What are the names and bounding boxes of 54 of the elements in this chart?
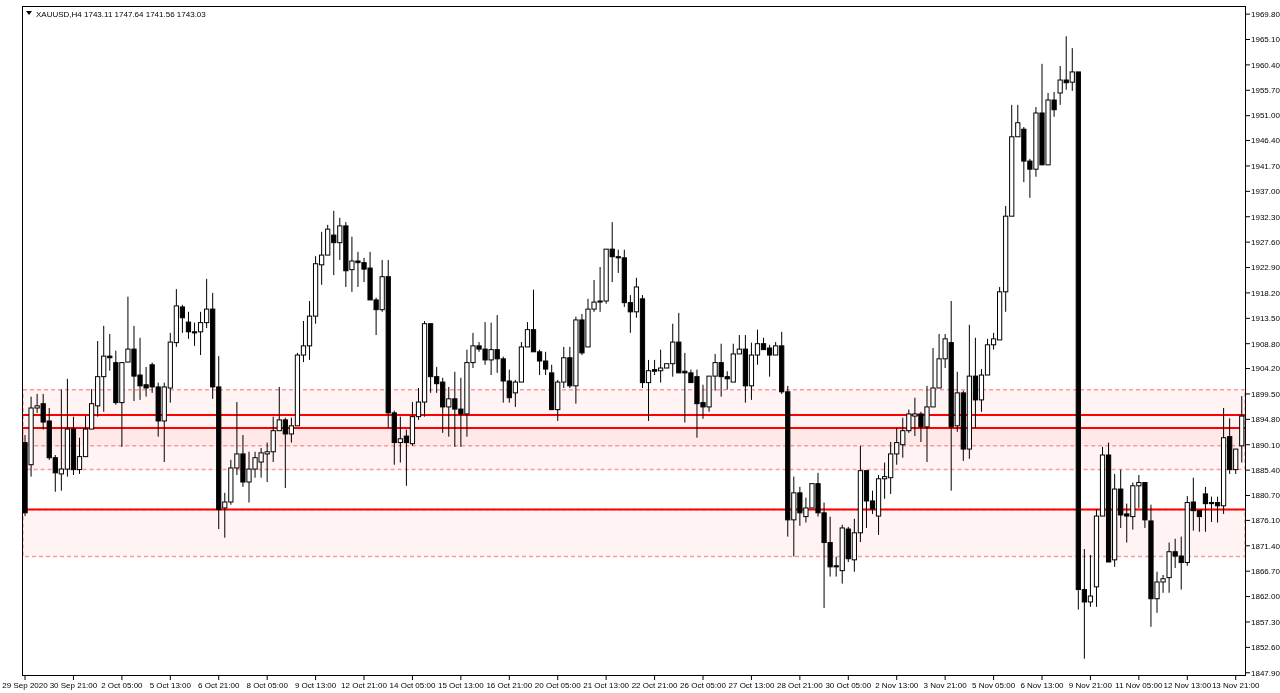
y-tick-label: 1922.90 (1251, 263, 1280, 273)
y-tick-label: 1965.10 (1251, 35, 1280, 45)
y-tick-label: 1899.50 (1251, 389, 1280, 399)
x-tick-label: 26 Oct 05:00 (680, 681, 727, 690)
y-tick-label: 1847.90 (1251, 668, 1280, 678)
y-tick-label: 1960.40 (1251, 60, 1280, 70)
y-tick-label: 1913.50 (1251, 314, 1280, 324)
y-tick-label: 1908.80 (1251, 339, 1280, 349)
y-tick-label: 1857.30 (1251, 617, 1280, 627)
y-tick-label: 1941.70 (1251, 161, 1280, 171)
x-tick-label: 29 Sep 2020 (2, 681, 49, 690)
x-tick-label: 12 Nov 13:00 (1163, 681, 1212, 690)
x-tick-label: 9 Oct 13:00 (294, 681, 337, 690)
y-tick-label: 1876.10 (1251, 516, 1280, 526)
y-tick-label: 1969.80 (1251, 9, 1280, 19)
x-tick-label: 11 Nov 05:00 (1115, 681, 1163, 690)
x-tick-label: 21 Oct 13:00 (583, 681, 630, 690)
x-tick-label: 3 Nov 21:00 (923, 681, 968, 690)
x-tick-label: 8 Oct 05:00 (246, 681, 289, 690)
y-tick-label: 1890.10 (1251, 440, 1280, 450)
text: XAUUSD,H4 1743.11 1747.64 1741.56 1743.03 (36, 10, 207, 19)
y-tick-label: 1894.80 (1251, 415, 1280, 425)
x-tick-label: 5 Nov 05:00 (972, 681, 1016, 690)
x-tick-label: 12 Oct 21:00 (341, 681, 388, 690)
x-tick-label: 15 Oct 13:00 (437, 681, 485, 690)
x-tick-label: 28 Oct 21:00 (776, 681, 824, 690)
y-tick-label: 1937.00 (1251, 187, 1280, 197)
y-tick-label: 1927.60 (1251, 237, 1280, 247)
x-tick-label: 9 Nov 21:00 (1068, 681, 1113, 690)
x-tick-label: 6 Oct 21:00 (198, 681, 240, 690)
x-tick-label: 30 Sep 21:00 (49, 681, 98, 690)
y-tick-label: 1862.00 (1251, 592, 1280, 602)
y-tick-label: 1885.40 (1251, 465, 1280, 475)
x-tick-label: 20 Oct 05:00 (534, 681, 582, 690)
y-tick-label: 1946.40 (1251, 136, 1280, 146)
x-tick-label: 6 Nov 13:00 (1020, 681, 1065, 690)
x-tick-label: 2 Nov 13:00 (875, 681, 919, 690)
x-tick-label: 16 Oct 21:00 (486, 681, 533, 690)
x-tick-label: 30 Oct 05:00 (825, 681, 872, 690)
y-tick-label: 1918.20 (1251, 288, 1280, 298)
y-tick-label: 1955.70 (1251, 86, 1280, 96)
y-tick-label: 1871.40 (1251, 541, 1280, 551)
y-tick-label: 1932.30 (1251, 212, 1280, 222)
y-tick-label: 1880.70 (1251, 491, 1280, 501)
x-tick-label: 2 Oct 05:00 (101, 681, 144, 690)
x-tick-label: 14 Oct 05:00 (389, 681, 436, 690)
x-tick-label: 13 Nov 21:00 (1211, 681, 1261, 690)
x-tick-label: 5 Oct 13:00 (149, 681, 192, 690)
y-tick-label: 1951.00 (1251, 111, 1280, 121)
x-tick-label: 27 Oct 13:00 (728, 681, 775, 690)
y-tick-label: 1852.60 (1251, 643, 1280, 653)
y-tick-label: 1866.70 (1251, 566, 1280, 576)
y-tick-label: 1904.20 (1251, 364, 1280, 374)
x-tick-label: 22 Oct 21:00 (631, 681, 679, 690)
